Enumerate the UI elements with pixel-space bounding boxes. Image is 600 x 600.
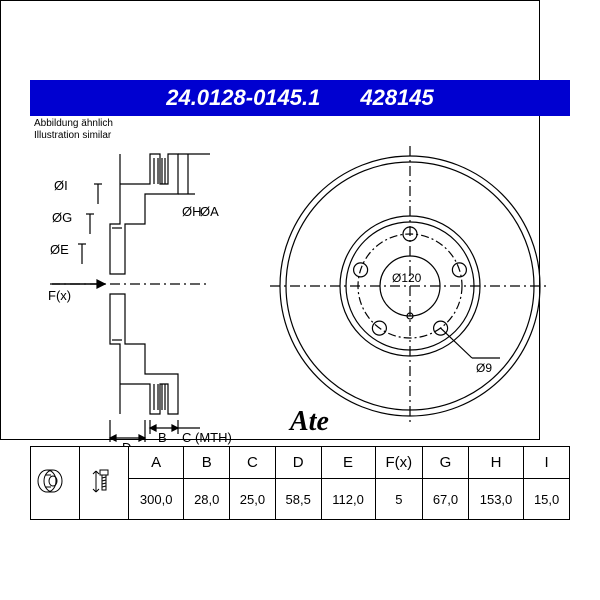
technical-drawing: ØI ØG ØE ØH ØA F(x): [30, 116, 570, 446]
ref-number: 428145: [360, 85, 433, 111]
col-G: G: [423, 447, 469, 479]
label-oe: ØE: [50, 242, 69, 257]
val-D: 58,5: [275, 479, 321, 520]
label-o120: Ø120: [392, 271, 422, 285]
col-D: D: [275, 447, 321, 479]
brand-logo: Ate: [290, 406, 329, 438]
label-oi: ØI: [54, 178, 68, 193]
col-A: A: [129, 447, 184, 479]
label-og: ØG: [52, 210, 72, 225]
col-E: E: [321, 447, 375, 479]
col-C: C: [230, 447, 276, 479]
val-A: 300,0: [129, 479, 184, 520]
val-B: 28,0: [184, 479, 230, 520]
disc-icon: [35, 468, 75, 494]
disc-icon-cell: [31, 447, 80, 520]
val-C: 25,0: [230, 479, 276, 520]
bolt-icon-cell: [80, 447, 129, 520]
label-oh: ØH: [182, 204, 202, 219]
label-o9: Ø9: [476, 361, 492, 375]
label-fx: F(x): [48, 288, 71, 303]
val-Fx: 5: [375, 479, 423, 520]
col-B: B: [184, 447, 230, 479]
part-number: 24.0128-0145.1: [166, 85, 320, 111]
diagram-area: ØI ØG ØE ØH ØA F(x): [30, 116, 570, 446]
col-Fx: F(x): [375, 447, 423, 479]
val-G: 67,0: [423, 479, 469, 520]
val-H: 153,0: [468, 479, 523, 520]
label-c: C (MTH): [182, 430, 232, 445]
bolt-icon: [84, 468, 124, 494]
dimension-table: A B C D E F(x) G H I 300,0 28,0 25,0 58,…: [30, 446, 570, 520]
val-I: 15,0: [524, 479, 570, 520]
col-I: I: [524, 447, 570, 479]
header-bar: 24.0128-0145.1 428145: [30, 80, 570, 116]
label-oa: ØA: [200, 204, 219, 219]
val-E: 112,0: [321, 479, 375, 520]
col-H: H: [468, 447, 523, 479]
label-b: B: [158, 430, 167, 445]
table-header-row: A B C D E F(x) G H I: [31, 447, 570, 479]
